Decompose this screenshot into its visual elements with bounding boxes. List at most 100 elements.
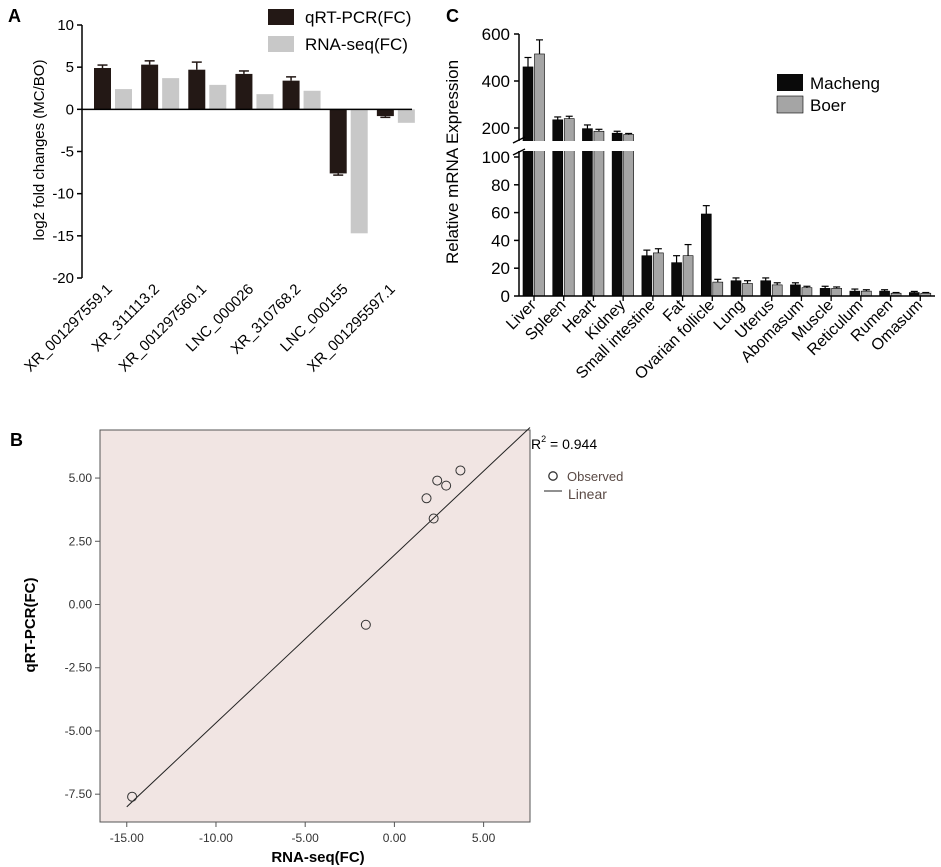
r-squared-value: = 0.944 bbox=[546, 436, 597, 452]
bar-rnaseq-3 bbox=[256, 94, 274, 110]
panel-b-x-axis-label: RNA-seq(FC) bbox=[271, 849, 364, 866]
legend-swatch-boer bbox=[776, 95, 804, 114]
bar-macheng-5 bbox=[671, 262, 682, 297]
y-tick-label-0: 5.00 bbox=[69, 471, 93, 485]
bar-qrt-5 bbox=[329, 109, 347, 174]
bar-boer-10 bbox=[831, 288, 842, 297]
bar-boer-5 bbox=[682, 255, 694, 297]
y-tick-label-4: -5.00 bbox=[65, 724, 93, 738]
x-tick-label-2: XR_001297560.1 bbox=[116, 281, 211, 376]
scatter-point-1 bbox=[455, 465, 466, 476]
panel-b-chart: -15.00 -10.00 -5.00 0.00 5.00 5.00 2.50 0.00 -2.… bbox=[22, 427, 623, 866]
legend-label-boer: Boer bbox=[810, 96, 846, 115]
bar-macheng-0 bbox=[522, 66, 534, 297]
y-tick-label-1: 2.50 bbox=[69, 534, 93, 548]
y-tick-label-1: 5 bbox=[66, 59, 74, 76]
scatter-point-5 bbox=[127, 791, 138, 802]
axis-break-band bbox=[515, 141, 937, 151]
bar-rnaseq-6 bbox=[397, 109, 415, 123]
legend-observed-label: Observed bbox=[567, 469, 623, 484]
bar-boer-6 bbox=[712, 281, 724, 297]
x-tick-label-1: -10.00 bbox=[199, 831, 233, 845]
bar-boer-2 bbox=[593, 130, 605, 297]
y-tick-label-3: -5 bbox=[61, 144, 74, 161]
y-tick-label-5: -15 bbox=[52, 228, 74, 245]
panel-label-a: A bbox=[8, 6, 21, 26]
y-tick-label-4: -10 bbox=[52, 186, 74, 203]
y-tick-label-6: -20 bbox=[52, 270, 74, 287]
y-tick-label-1: 400 bbox=[482, 72, 510, 91]
bar-boer-8 bbox=[771, 284, 783, 297]
bar-rnaseq-5 bbox=[350, 109, 368, 234]
bar-rnaseq-2 bbox=[209, 84, 227, 110]
bar-qrt-1 bbox=[141, 64, 159, 110]
bar-macheng-2 bbox=[582, 128, 593, 297]
x-tick-label-0: XR_001297559.1 bbox=[21, 281, 116, 376]
y-tick-label-6: 40 bbox=[491, 231, 510, 250]
bar-qrt-3 bbox=[235, 73, 253, 110]
legend-swatch-macheng bbox=[777, 74, 803, 91]
x-tick-label-3: 0.00 bbox=[383, 831, 407, 845]
bar-macheng-7 bbox=[730, 280, 742, 297]
bar-rnaseq-4 bbox=[303, 90, 321, 110]
panel-b-y-axis-label: qRT-PCR(FC) bbox=[22, 578, 39, 673]
bar-boer-0 bbox=[534, 53, 545, 297]
y-tick-label-8: 0 bbox=[501, 287, 510, 306]
axis-break-mark-lower bbox=[512, 148, 526, 156]
scatter-point-3 bbox=[421, 493, 432, 504]
panel-c-chart: Relative mRNA Expression LiverSpleenHear… bbox=[443, 25, 937, 383]
bar-qrt-6 bbox=[376, 109, 394, 117]
bar-macheng-9 bbox=[790, 284, 801, 297]
legend-swatch-rnaseq bbox=[268, 36, 294, 52]
legend-label-rnaseq: RNA-seq(FC) bbox=[305, 35, 408, 54]
panel-label-b: B bbox=[10, 430, 23, 450]
bar-boer-9 bbox=[801, 287, 813, 297]
panel-a-legend: qRT-PCR(FC) RNA-seq(FC) bbox=[268, 8, 411, 54]
x-tick-label-4: 5.00 bbox=[472, 831, 496, 845]
legend-swatch-qrt bbox=[268, 9, 294, 25]
legend-observed-marker bbox=[548, 471, 558, 481]
bar-rnaseq-1 bbox=[162, 78, 180, 110]
bar-qrt-4 bbox=[282, 80, 300, 110]
panel-c-legend: Macheng Boer bbox=[776, 74, 880, 115]
bar-macheng-10 bbox=[819, 288, 831, 297]
y-tick-label-2: 200 bbox=[482, 119, 510, 138]
bar-boer-4 bbox=[653, 252, 664, 297]
axis-break-mark-upper bbox=[512, 136, 526, 144]
bar-macheng-4 bbox=[641, 255, 653, 297]
r-squared-prefix: R bbox=[531, 436, 541, 452]
panel-b-legend: Observed Linear bbox=[544, 469, 623, 502]
panel-label-c: C bbox=[446, 6, 459, 26]
scatter-point-0 bbox=[432, 475, 443, 486]
y-tick-label-0: 600 bbox=[482, 25, 510, 44]
r-squared-annotation: R2 = 0.944 bbox=[531, 434, 597, 452]
r-squared-exponent: 2 bbox=[541, 434, 546, 444]
bar-macheng-6 bbox=[700, 213, 712, 297]
y-tick-label-5: 60 bbox=[491, 204, 510, 223]
panel-a-chart: log2 fold changes (MC/BO) XR_001297559.1… bbox=[21, 8, 415, 375]
bar-qrt-0 bbox=[94, 68, 111, 110]
scatter-point-2 bbox=[441, 480, 452, 491]
bar-macheng-3 bbox=[611, 132, 623, 297]
legend-label-macheng: Macheng bbox=[810, 74, 880, 93]
y-tick-label-4: 80 bbox=[491, 176, 510, 195]
x-tick-label-6: XR_001295597.1 bbox=[304, 281, 399, 376]
bar-boer-7 bbox=[742, 283, 753, 297]
legend-label-qrt: qRT-PCR(FC) bbox=[305, 8, 411, 27]
x-tick-label-0: -15.00 bbox=[110, 831, 144, 845]
y-tick-label-5: -7.50 bbox=[65, 787, 93, 801]
fit-line bbox=[126, 427, 531, 808]
y-tick-label-2: 0.00 bbox=[69, 598, 93, 612]
scatter-point-4 bbox=[428, 513, 439, 524]
y-tick-label-2: 0 bbox=[66, 101, 74, 118]
bar-boer-3 bbox=[623, 134, 634, 297]
panel-a-y-axis-label: log2 fold changes (MC/BO) bbox=[31, 60, 48, 241]
y-tick-label-0: 10 bbox=[57, 17, 74, 34]
legend-linear-label: Linear bbox=[568, 486, 607, 502]
y-tick-label-7: 20 bbox=[491, 259, 510, 278]
bar-qrt-2 bbox=[188, 69, 206, 110]
bar-rnaseq-0 bbox=[115, 89, 132, 110]
y-tick-label-3: -2.50 bbox=[65, 661, 93, 675]
scatter-point-6 bbox=[360, 619, 371, 630]
